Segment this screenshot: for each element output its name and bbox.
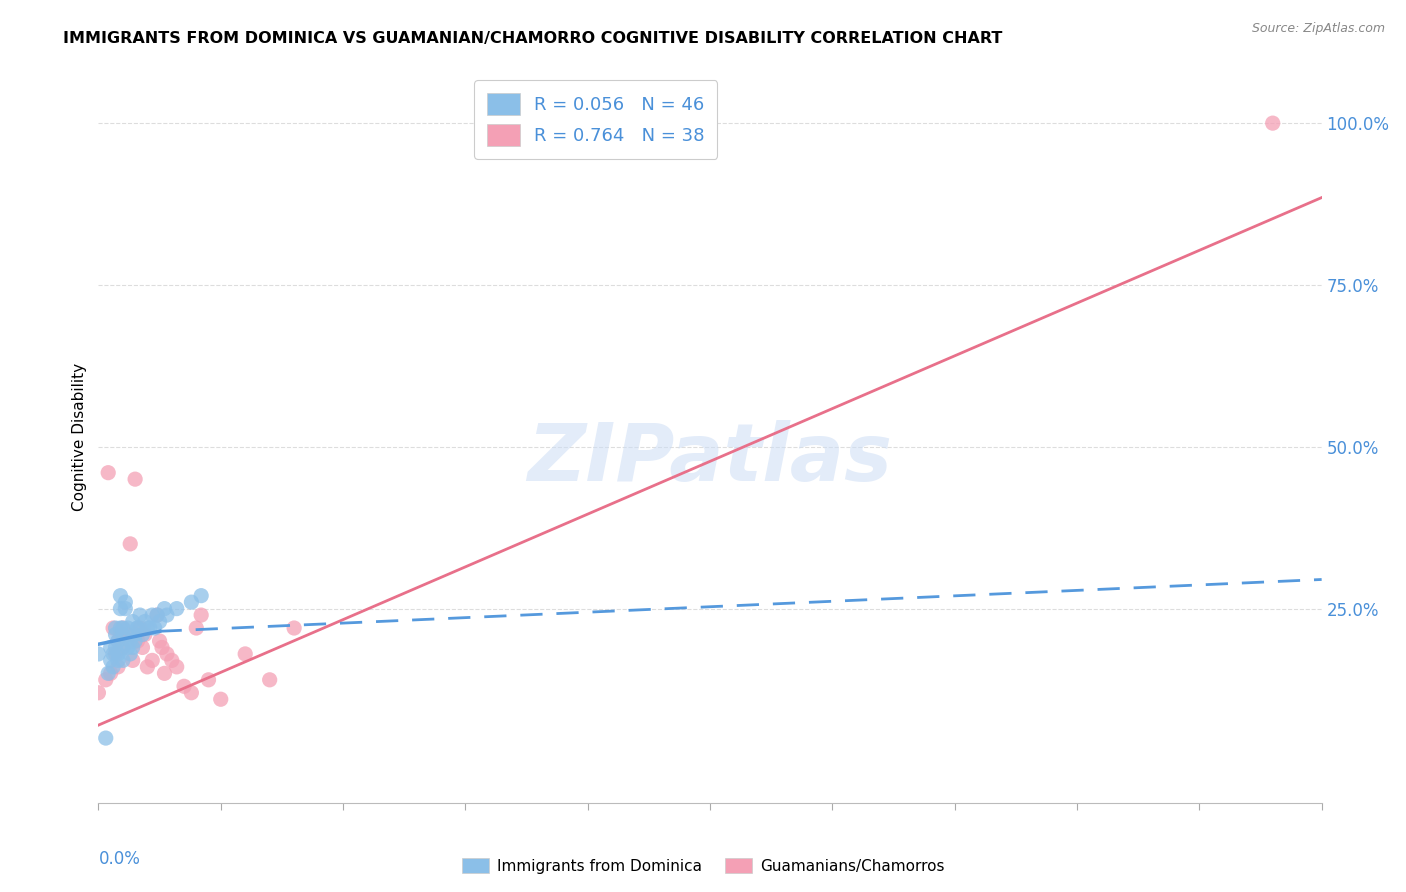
Point (134, 627, 156, 641)
Point (121, 615, 143, 629)
Point (186, 621, 208, 635)
Point (107, 653, 129, 667)
Text: Source: ZipAtlas.com: Source: ZipAtlas.com (1251, 22, 1385, 36)
Point (101, 621, 124, 635)
Text: 0.0%: 0.0% (98, 850, 141, 868)
Point (197, 673, 219, 687)
Point (121, 640, 143, 655)
Point (127, 634, 149, 648)
Point (94, 673, 117, 687)
Point (117, 621, 139, 635)
Point (120, 634, 142, 648)
Point (107, 647, 129, 661)
Point (127, 621, 149, 635)
Point (121, 653, 143, 667)
Point (110, 601, 132, 615)
Point (104, 621, 127, 635)
Point (180, 595, 202, 609)
Point (110, 589, 132, 603)
Point (259, 673, 281, 687)
Point (146, 608, 169, 623)
Point (156, 608, 179, 623)
Point (120, 537, 142, 551)
Point (129, 621, 152, 635)
Legend: R = 0.056   N = 46, R = 0.764   N = 38: R = 0.056 N = 46, R = 0.764 N = 38 (474, 80, 717, 159)
Point (173, 679, 195, 693)
Point (131, 627, 153, 641)
Point (107, 660, 129, 674)
Point (97, 666, 120, 681)
Point (146, 608, 169, 623)
Point (139, 621, 162, 635)
Point (111, 640, 134, 655)
Point (107, 634, 129, 648)
Point (100, 640, 122, 655)
Point (233, 647, 256, 661)
Text: ZIPatlas: ZIPatlas (527, 420, 893, 498)
Point (101, 647, 124, 661)
Point (160, 653, 183, 667)
Point (117, 627, 139, 641)
Y-axis label: Cognitive Disability: Cognitive Disability (72, 363, 87, 511)
Text: IMMIGRANTS FROM DOMINICA VS GUAMANIAN/CHAMORRO COGNITIVE DISABILITY CORRELATION : IMMIGRANTS FROM DOMINICA VS GUAMANIAN/CH… (63, 31, 1002, 46)
Point (131, 640, 153, 655)
Point (107, 634, 129, 648)
Point (97, 466, 120, 480)
Point (180, 686, 202, 700)
Point (94, 731, 117, 745)
Point (134, 615, 156, 629)
Point (136, 660, 159, 674)
Point (166, 601, 188, 615)
Point (111, 627, 134, 641)
Point (166, 660, 188, 674)
Point (143, 621, 166, 635)
Point (209, 692, 232, 706)
Point (110, 627, 132, 641)
Point (114, 595, 136, 609)
Point (100, 666, 122, 681)
Legend: Immigrants from Dominica, Guamanians/Chamorros: Immigrants from Dominica, Guamanians/Cha… (456, 852, 950, 880)
Point (104, 627, 127, 641)
Point (117, 640, 139, 655)
Point (87, 686, 110, 700)
Point (114, 601, 136, 615)
Point (153, 666, 176, 681)
Point (149, 634, 172, 648)
Point (149, 615, 172, 629)
Point (190, 589, 212, 603)
Point (104, 647, 127, 661)
Point (150, 640, 173, 655)
Point (153, 601, 176, 615)
Point (104, 640, 127, 655)
Point (124, 627, 146, 641)
Point (141, 608, 163, 623)
Point (190, 608, 212, 623)
Point (283, 621, 305, 635)
Point (111, 621, 134, 635)
Point (141, 653, 163, 667)
Point (1261, 116, 1284, 130)
Point (100, 653, 122, 667)
Point (129, 608, 152, 623)
Point (110, 621, 132, 635)
Point (124, 472, 146, 486)
Point (87, 647, 110, 661)
Point (111, 621, 134, 635)
Point (111, 653, 134, 667)
Point (127, 621, 149, 635)
Point (136, 621, 159, 635)
Point (101, 660, 124, 674)
Point (120, 647, 142, 661)
Point (111, 640, 134, 655)
Point (124, 634, 146, 648)
Point (156, 647, 179, 661)
